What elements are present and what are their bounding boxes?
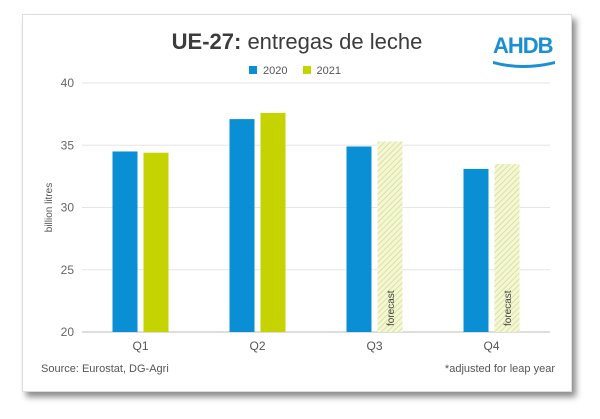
bar-2020-Q2 — [229, 119, 255, 332]
y-axis-label: billion litres — [44, 183, 55, 232]
ahdb-logo: AHDB — [493, 33, 555, 69]
footnote: *adjusted for leap year — [444, 363, 555, 375]
bar-2020-Q1 — [112, 151, 138, 332]
y-tick-label: 30 — [61, 201, 75, 215]
y-tick-label: 40 — [61, 76, 75, 90]
x-tick-label: Q2 — [249, 339, 265, 353]
bar-2021-Q2 — [260, 112, 286, 332]
legend: 2020 2021 — [23, 65, 571, 77]
chart-title: UE-27: entregas de leche — [23, 29, 571, 55]
x-tick-label: Q3 — [366, 339, 382, 353]
logo-wave-icon — [493, 61, 555, 68]
bar-2021-Q3 — [377, 141, 403, 332]
forecast-label: forecast — [386, 290, 397, 326]
legend-label: 2021 — [316, 65, 342, 77]
x-tick-label: Q1 — [132, 339, 148, 353]
y-tick-label: 35 — [61, 138, 75, 152]
title-bold: UE-27: — [171, 29, 242, 54]
bar-2020-Q4 — [463, 168, 489, 332]
legend-2020: 2020 — [248, 65, 291, 77]
y-tick-label: 25 — [61, 263, 75, 277]
y-tick-label: 20 — [61, 325, 75, 339]
source-note: Source: Eurostat, DG-Agri — [41, 363, 169, 375]
x-tick-label: Q4 — [483, 339, 499, 353]
logo-text: AHDB — [493, 33, 554, 58]
legend-label: 2020 — [262, 65, 288, 77]
bar-2021-Q4 — [494, 163, 520, 332]
bar-2020-Q3 — [346, 146, 372, 332]
title-rest: entregas de leche — [241, 29, 423, 54]
bar-2021-Q1 — [143, 152, 169, 332]
forecast-label: forecast — [503, 290, 514, 326]
legend-2021: 2021 — [302, 65, 345, 77]
